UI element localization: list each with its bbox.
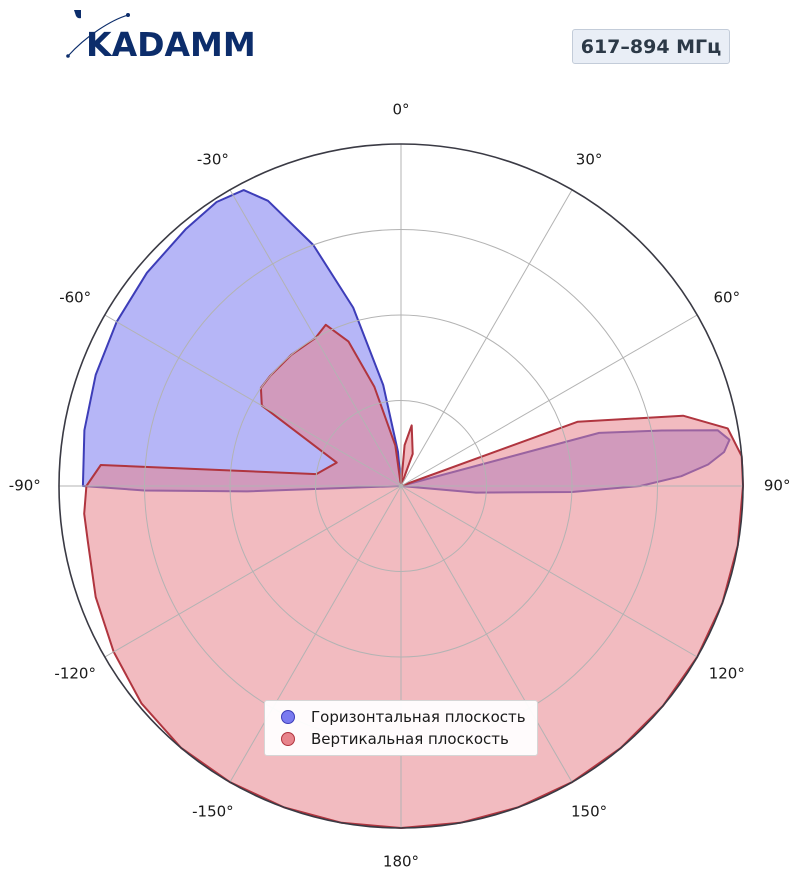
legend-item-horizontal: Горизонтальная плоскость (281, 706, 537, 728)
legend-label-vertical: Вертикальная плоскость (311, 730, 509, 748)
angle-tick-label: 180° (383, 853, 419, 871)
grid-spoke-10 (104, 314, 402, 487)
kadamm-logo: KADAMM (66, 6, 266, 64)
angle-tick-label: 30° (576, 151, 603, 169)
angle-tick-label: -120° (54, 665, 96, 683)
angle-tick-label: 0° (392, 100, 409, 118)
angle-tick-label: 120° (709, 665, 745, 683)
angle-tick-label: -90° (9, 477, 41, 495)
angle-tick-label: -30° (197, 151, 229, 169)
angle-tick-label: 90° (764, 477, 791, 495)
polar-frame (58, 143, 744, 829)
grid-spoke-1 (400, 189, 573, 487)
legend-label-horizontal: Горизонтальная плоскость (311, 708, 526, 726)
grid-spoke-5 (400, 485, 573, 783)
legend-marker-vertical (281, 732, 295, 746)
angle-tick-label: 150° (571, 802, 607, 820)
legend-item-vertical: Вертикальная плоскость (281, 728, 537, 750)
grid-spoke-8 (104, 485, 402, 658)
grid-spoke-11 (229, 189, 402, 487)
angle-tick-label: 60° (714, 288, 741, 306)
frequency-badge: 617–894 МГц (572, 29, 730, 64)
logo-text: KADAMM (86, 25, 256, 62)
legend-marker-horizontal (281, 710, 295, 724)
angle-tick-label: -150° (192, 802, 234, 820)
chart-legend: Горизонтальная плоскость Вертикальная пл… (264, 700, 538, 756)
angle-tick-label: -60° (59, 288, 91, 306)
grid-spoke-2 (400, 314, 698, 487)
grid-spoke-7 (229, 485, 402, 783)
grid-spoke-4 (400, 485, 698, 658)
